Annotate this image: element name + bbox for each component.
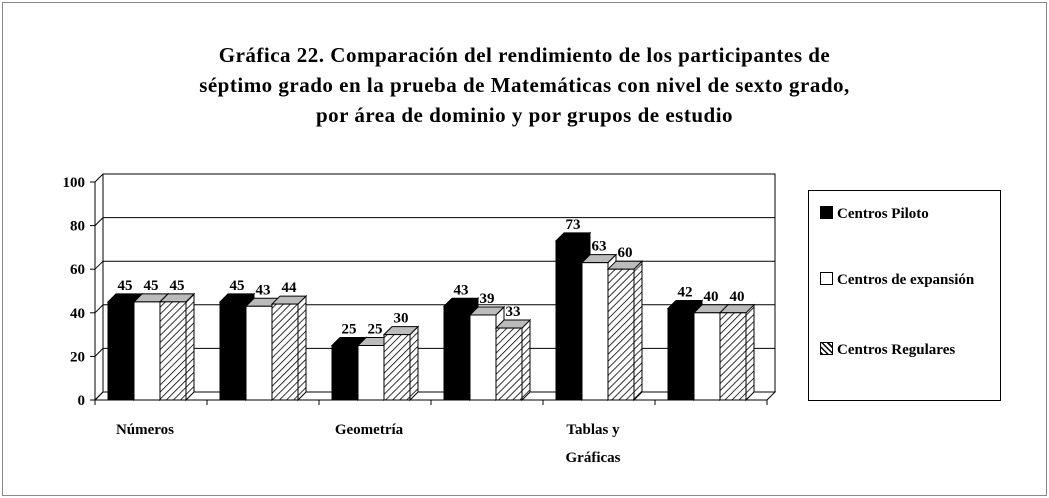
value-label: 45 [170, 278, 185, 294]
bar [107, 301, 135, 401]
bar [667, 307, 695, 401]
grid-line [94, 260, 775, 270]
y-tick-label: 40 [70, 306, 85, 322]
bar-side [409, 325, 419, 402]
value-label: 33 [506, 304, 521, 320]
grid-line [94, 304, 775, 314]
bar [331, 345, 359, 401]
grid-line [94, 347, 775, 357]
bar [219, 301, 247, 401]
legend-entry: Centros Piloto [820, 202, 990, 226]
bar [159, 301, 187, 401]
value-label: 44 [282, 280, 298, 296]
value-label: 60 [618, 245, 633, 261]
bar [581, 262, 609, 401]
value-label: 42 [678, 284, 693, 300]
y-tick-label: 100 [63, 175, 86, 191]
bar-side [185, 292, 195, 402]
bar [133, 301, 161, 401]
bar [469, 314, 497, 401]
value-label: 39 [480, 291, 495, 307]
chart-title: Gráfica 22. Comparación del rendimiento … [0, 40, 1049, 130]
y-tick-label: 80 [70, 219, 85, 235]
bar [383, 334, 411, 401]
bar [357, 345, 385, 401]
legend-swatch [820, 272, 833, 285]
bar [719, 312, 747, 401]
bar [555, 240, 583, 401]
bar-side [633, 259, 643, 402]
legend-swatch [820, 206, 833, 219]
bar [271, 303, 299, 401]
x-tick-label: Tablas y Gráficas [565, 422, 621, 466]
value-label: 40 [730, 289, 745, 305]
grid-line [94, 217, 775, 226]
value-label: 43 [454, 282, 469, 298]
value-label: 45 [144, 278, 159, 294]
y-tick-label: 60 [70, 262, 85, 278]
legend-box [808, 190, 1001, 401]
title-line: por área de dominio y por grupos de estu… [315, 103, 734, 127]
value-label: 25 [368, 322, 383, 338]
title-line: Gráfica 22. Comparación del rendimiento … [218, 43, 831, 67]
x-tick-label: Geometría [334, 422, 404, 438]
y-tick-label: 0 [78, 393, 86, 409]
bar-side [745, 303, 755, 402]
value-label: 63 [592, 239, 607, 255]
legend-label: Centros Regulares [837, 342, 956, 358]
legend-label: Centros de expansión [837, 272, 975, 288]
bar-side [521, 318, 531, 402]
bar [693, 312, 721, 401]
y-tick-label: 20 [70, 349, 85, 365]
bar [245, 305, 273, 401]
bar-side [297, 294, 307, 402]
legend-swatch [820, 342, 833, 355]
x-tick-label: Números [115, 422, 175, 438]
value-label: 45 [118, 278, 133, 294]
value-label: 30 [394, 311, 409, 327]
value-label: 73 [566, 217, 581, 233]
grid-line [94, 391, 775, 401]
legend-entry: Centros de expansión [820, 268, 990, 292]
bar [495, 327, 523, 401]
value-label: 40 [704, 289, 719, 305]
title-line: séptimo grado en la prueba de Matemática… [199, 73, 850, 97]
bar [443, 305, 471, 401]
value-label: 45 [230, 278, 245, 294]
grid-line [94, 173, 775, 183]
bar [607, 268, 635, 401]
value-label: 43 [256, 282, 271, 298]
value-label: 25 [342, 322, 357, 338]
legend-entry: Centros Regulares [820, 338, 990, 362]
legend-label: Centros Piloto [837, 206, 929, 222]
